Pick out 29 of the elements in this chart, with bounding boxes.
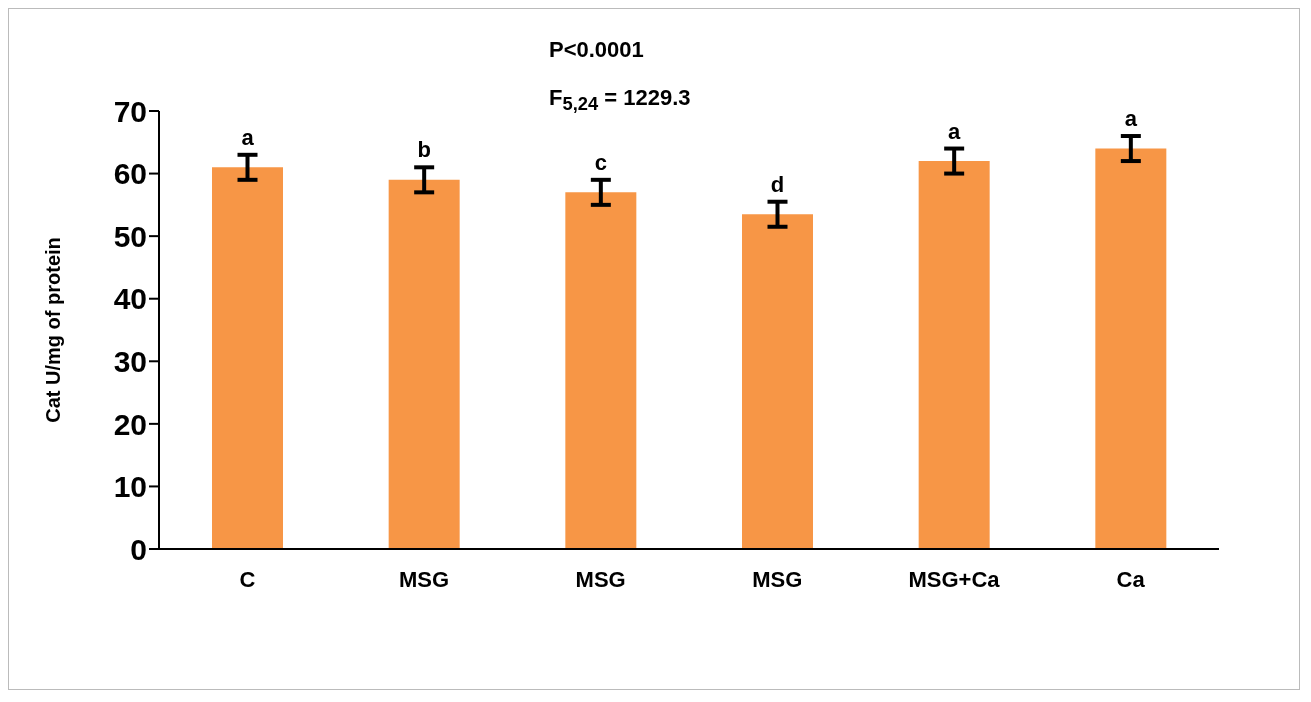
bar [565,192,637,549]
x-tick-label: Ca [1116,566,1146,592]
bar [1095,148,1167,549]
bar [742,214,813,549]
data-label: a [1124,106,1138,132]
data-label: a [241,124,255,150]
x-tick-label: MSG [398,566,450,592]
x-tick-label: MSG [752,566,803,592]
y-tick-label: 30 [113,344,147,378]
y-tick-label: 70 [113,94,147,128]
y-tick-label: 50 [113,219,147,253]
y-tick-label: 0 [130,532,147,566]
data-label: c [594,149,607,175]
bar [388,179,460,549]
x-tick-label: MSG+Ca [908,566,1001,592]
y-tick-label: 10 [113,470,147,504]
data-label: d [770,171,785,197]
y-tick-label: 60 [113,157,147,191]
y-tick-label: 20 [113,407,147,441]
y-axis-title: Cat U/mg of protein [42,237,65,423]
bar [212,167,283,549]
y-tick-label: 40 [113,282,147,316]
x-tick-label: C [239,566,256,592]
data-label: b [417,137,431,163]
text: P<0.0001 [549,37,644,63]
x-tick-label: MSG [575,566,626,592]
bar [918,161,990,549]
data-label: a [948,118,962,144]
annotation: F$_{5,24}$ = 1229.3 [549,85,691,116]
